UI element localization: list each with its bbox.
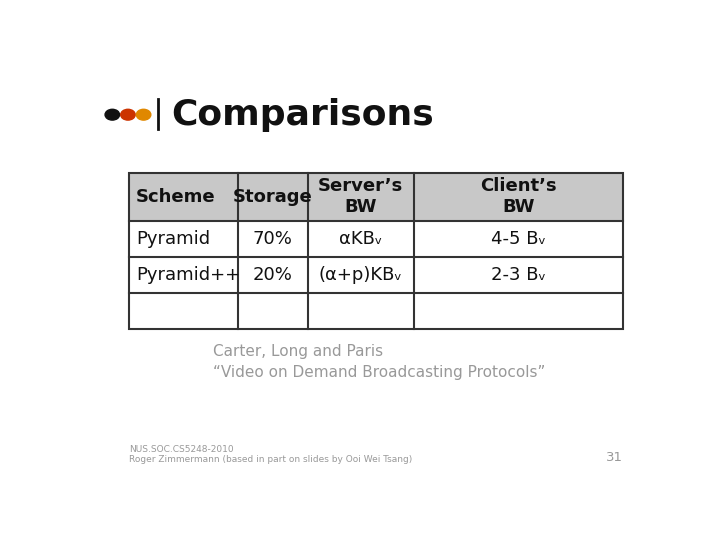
Text: Pyramid: Pyramid (136, 230, 210, 248)
Text: NUS.SOC.CS5248-2010
Roger Zimmermann (based in part on slides by Ooi Wei Tsang): NUS.SOC.CS5248-2010 Roger Zimmermann (ba… (129, 444, 413, 464)
Text: 20%: 20% (253, 266, 293, 284)
Text: Storage: Storage (233, 188, 312, 206)
Text: Pyramid++: Pyramid++ (136, 266, 240, 284)
Text: 70%: 70% (253, 230, 293, 248)
Circle shape (105, 109, 120, 120)
Bar (129, 173, 623, 329)
Text: 4-5 Bᵥ: 4-5 Bᵥ (491, 230, 546, 248)
Text: 2-3 Bᵥ: 2-3 Bᵥ (491, 266, 546, 284)
Text: αKBᵥ: αKBᵥ (339, 230, 382, 248)
Text: Client’s
BW: Client’s BW (480, 178, 557, 216)
Text: Carter, Long and Paris
“Video on Demand Broadcasting Protocols”: Carter, Long and Paris “Video on Demand … (213, 344, 545, 380)
Text: 31: 31 (606, 451, 623, 464)
Bar (129, 173, 623, 221)
Circle shape (121, 109, 135, 120)
Text: (α+p)KBᵥ: (α+p)KBᵥ (319, 266, 402, 284)
Text: Scheme: Scheme (136, 188, 215, 206)
Text: Server’s
BW: Server’s BW (318, 178, 403, 216)
Text: Comparisons: Comparisons (171, 98, 433, 132)
Circle shape (136, 109, 150, 120)
